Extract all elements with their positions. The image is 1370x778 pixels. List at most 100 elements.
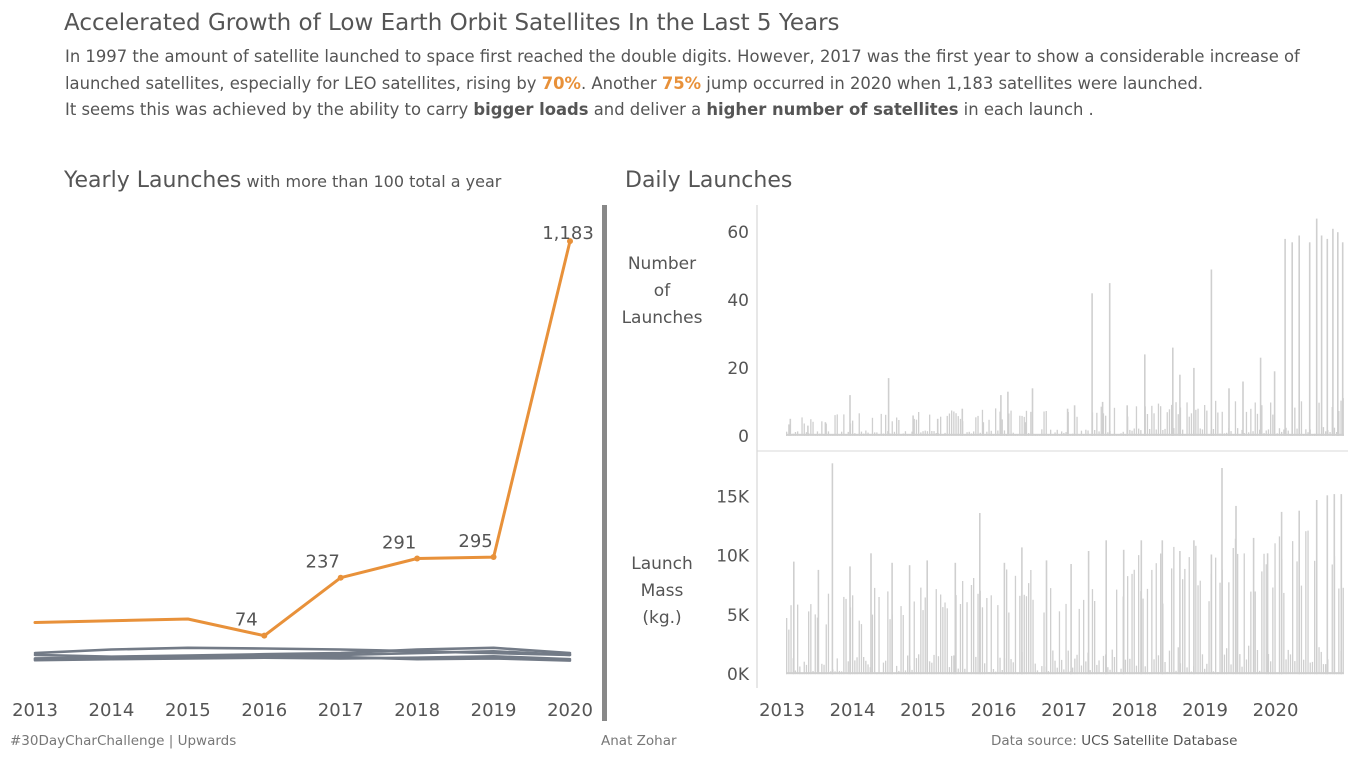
daily-bar [1078, 434, 1080, 436]
yearly-x-tick-label: 2015 [165, 700, 211, 721]
daily-bar [1175, 402, 1177, 436]
daily-bar [1303, 659, 1305, 675]
footer-author: Anat Zohar [601, 733, 677, 749]
other-orbit-line [33, 646, 572, 659]
daily-bar-spike [1337, 232, 1339, 436]
daily-bar [973, 578, 975, 675]
daily-bar [1219, 582, 1221, 675]
daily-bar-spike [936, 418, 939, 436]
daily-bar-spike [1259, 357, 1262, 436]
daily-bar [995, 671, 997, 675]
daily-bar [915, 419, 918, 436]
daily-bar [882, 662, 885, 675]
daily-y-tick-label: 0 [738, 427, 749, 447]
leo-value-label: 295 [458, 531, 492, 552]
daily-bar [942, 434, 944, 436]
intro-text-part: and deliver a [588, 100, 707, 119]
daily-bar [1017, 434, 1019, 436]
daily-bar [1259, 670, 1261, 675]
daily-bar [1149, 672, 1151, 675]
daily-bar [933, 654, 935, 675]
daily-bar [942, 607, 944, 675]
leo-value-label: 237 [306, 552, 340, 573]
daily-bar-spike [1235, 505, 1237, 675]
daily-bar [1201, 654, 1204, 675]
daily-bar [1173, 546, 1175, 675]
daily-bar [865, 660, 867, 675]
yearly-x-tick-label: 2017 [318, 700, 364, 721]
daily-bar [1184, 434, 1186, 436]
daily-bar [1283, 429, 1285, 436]
daily-bar [962, 581, 964, 675]
daily-bar [801, 672, 803, 675]
daily-bar [885, 414, 887, 436]
mass-axis-title-line: Launch [631, 554, 693, 574]
daily-bar-spike [789, 418, 792, 436]
daily-bar [937, 656, 940, 675]
daily-bar [1067, 650, 1069, 675]
daily-bar [929, 414, 931, 436]
daily-bar [1168, 409, 1171, 436]
daily-bar [1188, 416, 1190, 436]
daily-bar [1254, 402, 1256, 436]
daily-bar [814, 614, 816, 675]
daily-bar [1133, 569, 1135, 675]
daily-bar [1133, 428, 1135, 436]
daily-bar [1338, 588, 1340, 675]
daily-bar [1190, 413, 1193, 436]
daily-bar [1223, 654, 1226, 675]
daily-bar [816, 431, 819, 436]
daily-bar-spike [831, 463, 834, 675]
daily-bar [1230, 664, 1232, 675]
intro-text-part: jump occurred in 2020 when 1,183 satelli… [701, 73, 1204, 93]
daily-bar [1256, 413, 1259, 436]
daily-bar [1248, 645, 1250, 675]
daily-bar [1232, 548, 1234, 675]
daily-bar [1274, 543, 1276, 675]
daily-bar [810, 604, 812, 675]
daily-bar [953, 655, 955, 675]
daily-bar [1078, 608, 1080, 675]
daily-bar [1006, 434, 1008, 436]
daily-bar [794, 670, 797, 675]
daily-bar [856, 434, 858, 436]
daily-bar [904, 670, 907, 675]
mass-axis-title-line: (kg.) [642, 608, 682, 628]
daily-bar [823, 434, 825, 436]
daily-bar [964, 668, 966, 675]
daily-bar [834, 671, 836, 675]
daily-bar [790, 605, 792, 675]
intro-text-part: In 1997 the amount of satellite launched… [65, 47, 1300, 93]
daily-bar [1045, 411, 1047, 436]
daily-bar [896, 417, 898, 436]
daily-bar [803, 423, 805, 436]
daily-bar [1054, 432, 1056, 436]
daily-bar [944, 602, 946, 675]
daily-bar [922, 610, 924, 675]
daily-bar [1142, 598, 1144, 675]
intro-text-part: in each launch . [958, 100, 1094, 119]
daily-bar [918, 412, 920, 436]
daily-bar [874, 587, 876, 675]
daily-bar-spike [1332, 228, 1334, 436]
daily-bar [893, 431, 896, 436]
yearly-x-tick-label: 2019 [471, 700, 517, 721]
daily-bar [1146, 588, 1149, 675]
leo-value-label: 291 [382, 532, 416, 553]
daily-bar [836, 414, 838, 436]
daily-bar [1052, 435, 1054, 436]
daily-bar-baseline [786, 433, 1344, 436]
intro-bold-higher-number: higher number of satellites [706, 100, 959, 119]
daily-bar [1166, 412, 1168, 436]
intro-text: In 1997 the amount of satellite launched… [65, 44, 1325, 124]
daily-bar [1199, 580, 1201, 675]
daily-bar [1116, 589, 1118, 675]
daily-bar [1204, 668, 1206, 675]
daily-bar [1340, 400, 1342, 436]
daily-bar [1041, 429, 1043, 436]
daily-bar [1272, 414, 1274, 436]
daily-bar-spike [1091, 293, 1093, 436]
daily-bar [920, 587, 922, 675]
daily-bar [1285, 659, 1287, 675]
daily-bar-spike [1045, 560, 1048, 675]
